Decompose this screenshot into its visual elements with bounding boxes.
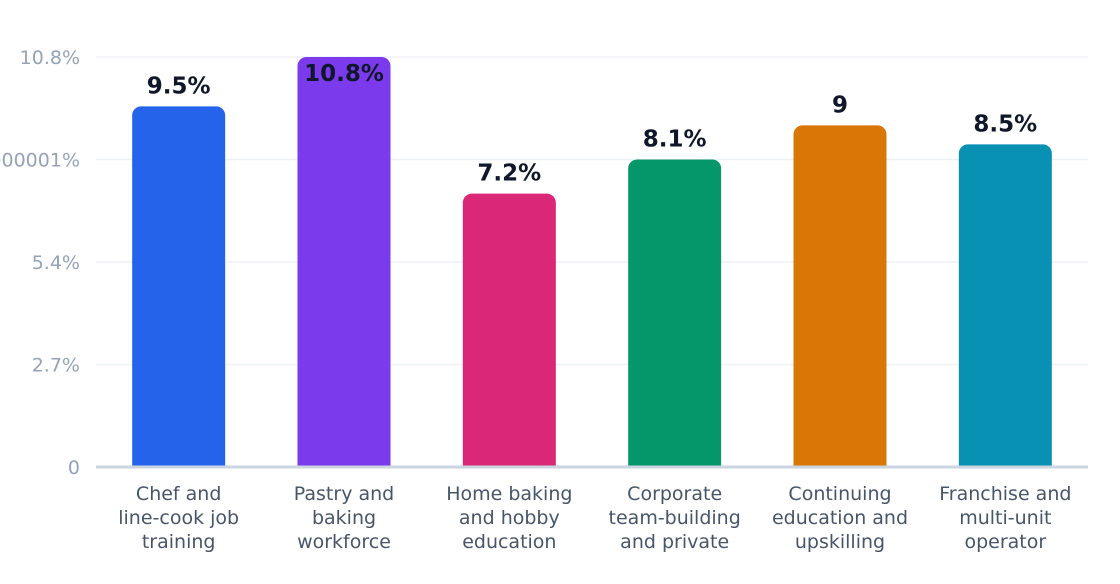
data-label: 7.2% bbox=[477, 161, 541, 187]
x-category-line: operator bbox=[964, 531, 1046, 553]
y-tick-label: 0 bbox=[68, 457, 80, 479]
data-label: 9.5% bbox=[147, 73, 211, 99]
x-category-line: Corporate bbox=[627, 483, 722, 505]
x-category-line: baking bbox=[312, 507, 376, 529]
x-category-line: education and bbox=[772, 507, 908, 529]
data-label: 9 bbox=[832, 92, 848, 118]
data-label: 8.5% bbox=[973, 111, 1037, 137]
bar bbox=[793, 125, 887, 475]
data-label: 10.8% bbox=[304, 61, 384, 87]
x-axis bbox=[96, 465, 1088, 477]
x-category-label: Home baking and hobby education bbox=[446, 483, 572, 553]
bar bbox=[462, 193, 556, 475]
x-category-label: Continuing education and upskilling bbox=[772, 483, 908, 553]
data-label: 8.1% bbox=[643, 127, 707, 153]
y-tick-label: 8.100000000000001% bbox=[0, 150, 80, 172]
x-category-line: Continuing bbox=[788, 483, 891, 505]
bar bbox=[132, 106, 226, 475]
bars bbox=[132, 57, 1052, 475]
x-category-line: and private bbox=[620, 531, 729, 553]
x-category-line: upskilling bbox=[795, 531, 885, 553]
y-axis-ticks: 0 2.7% 5.4% 8.100000000000001% 10.8% bbox=[0, 47, 80, 479]
data-labels: 9.5% 10.8% 7.2% 8.1% 9 8.5% bbox=[147, 61, 1037, 187]
baseline-mask bbox=[96, 467, 1088, 477]
x-category-line: Chef and bbox=[136, 483, 221, 505]
y-tick-label: 2.7% bbox=[32, 355, 80, 377]
bar bbox=[297, 57, 391, 475]
y-tick-label: 5.4% bbox=[32, 252, 80, 274]
bar bbox=[958, 144, 1052, 475]
x-axis-categories: Chef and line-cook job training Pastry and b… bbox=[118, 483, 1071, 553]
x-category-line: education bbox=[462, 531, 556, 553]
x-category-line: Franchise and bbox=[939, 483, 1071, 505]
gridlines bbox=[96, 56, 1088, 366]
x-category-line: and hobby bbox=[459, 507, 560, 529]
x-category-line: multi-unit bbox=[959, 507, 1051, 529]
x-category-label: Franchise and multi-unit operator bbox=[939, 483, 1071, 553]
x-category-line: team-building bbox=[609, 507, 741, 529]
bar bbox=[628, 159, 722, 475]
x-category-line: training bbox=[142, 531, 216, 553]
x-category-line: line-cook job bbox=[118, 507, 239, 529]
y-tick-label: 10.8% bbox=[20, 47, 80, 69]
x-category-label: Pastry and baking workforce bbox=[294, 483, 394, 553]
x-category-label: Chef and line-cook job training bbox=[118, 483, 239, 553]
x-category-line: Home baking bbox=[446, 483, 572, 505]
x-category-line: Pastry and bbox=[294, 483, 394, 505]
x-category-line: workforce bbox=[297, 531, 391, 553]
x-category-label: Corporate team-building and private bbox=[609, 483, 741, 553]
